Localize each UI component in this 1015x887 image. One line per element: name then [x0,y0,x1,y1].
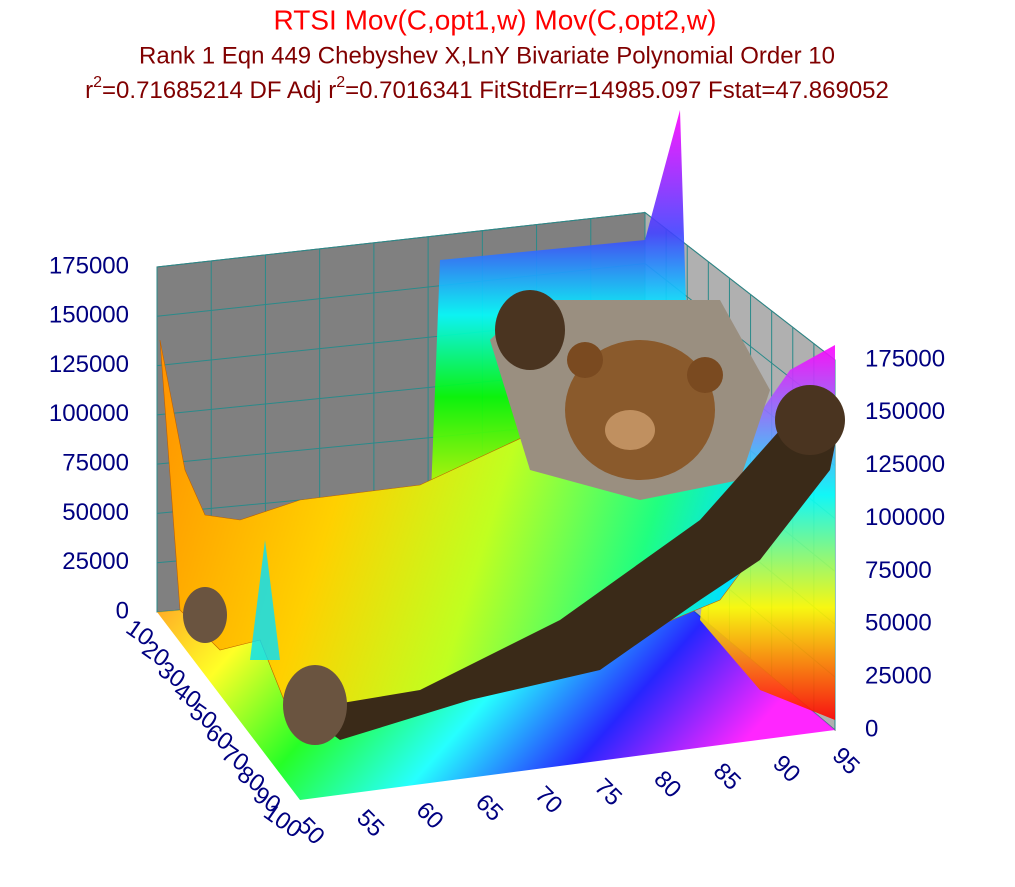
stats-text: =0.7016341 FitStdErr=14985.097 Fstat=47.… [345,77,889,104]
y-tick-label: 70 [530,781,568,819]
y-tick-label: 55 [351,804,389,842]
z-tick-label: 50000 [62,499,129,526]
z-tick-label: 125000 [49,351,129,378]
z-tick-label: 50000 [865,610,932,637]
bear-foot [183,587,227,643]
z-tick-label: 100000 [49,400,129,427]
bear-body [300,420,840,740]
z-tick-label: 75000 [62,449,129,476]
z-tick-label: 0 [116,597,129,624]
z-tick-label: 150000 [49,302,129,329]
chart-subtitle: Rank 1 Eqn 449 Chebyshev X,LnY Bivariate… [139,42,835,69]
y-tick-label: 90 [767,750,805,788]
bear-paw [495,290,565,370]
chart-title: RTSI Mov(C,opt1,w) Mov(C,opt2,w) [274,4,717,35]
bear-head [565,340,715,480]
superscript: 2 [93,74,102,91]
z-tick-label: 100000 [865,504,945,531]
z-tick-label: 75000 [865,557,932,584]
z-tick-label: 125000 [865,451,945,478]
y-tick-label: 75 [589,773,627,811]
z-tick-label: 25000 [62,548,129,575]
surface [157,110,845,800]
y-tick-label: 65 [470,789,508,827]
bear-paw [775,385,845,455]
z-tick-label: 25000 [865,662,932,689]
superscript: 2 [336,74,345,91]
surface-spike [250,540,280,660]
fit-stats: r2=0.71685214 DF Adj r2=0.7016341 FitStd… [85,74,889,104]
y-tick-label: 85 [708,758,746,796]
z-tick-label: 150000 [865,398,945,425]
y-tick-label: 80 [648,766,686,804]
bear-ear [567,342,603,378]
stats-text: r [85,77,93,104]
z-tick-label: 175000 [865,345,945,372]
bear-foot [283,665,347,745]
bear-muzzle [605,410,655,450]
y-tick-label: 95 [827,742,865,780]
bear-ear [687,357,723,393]
y-tick-label: 60 [411,797,449,835]
stats-text: =0.71685214 DF Adj r [102,77,336,104]
z-tick-label: 175000 [49,252,129,279]
z-tick-label: 0 [865,715,878,742]
